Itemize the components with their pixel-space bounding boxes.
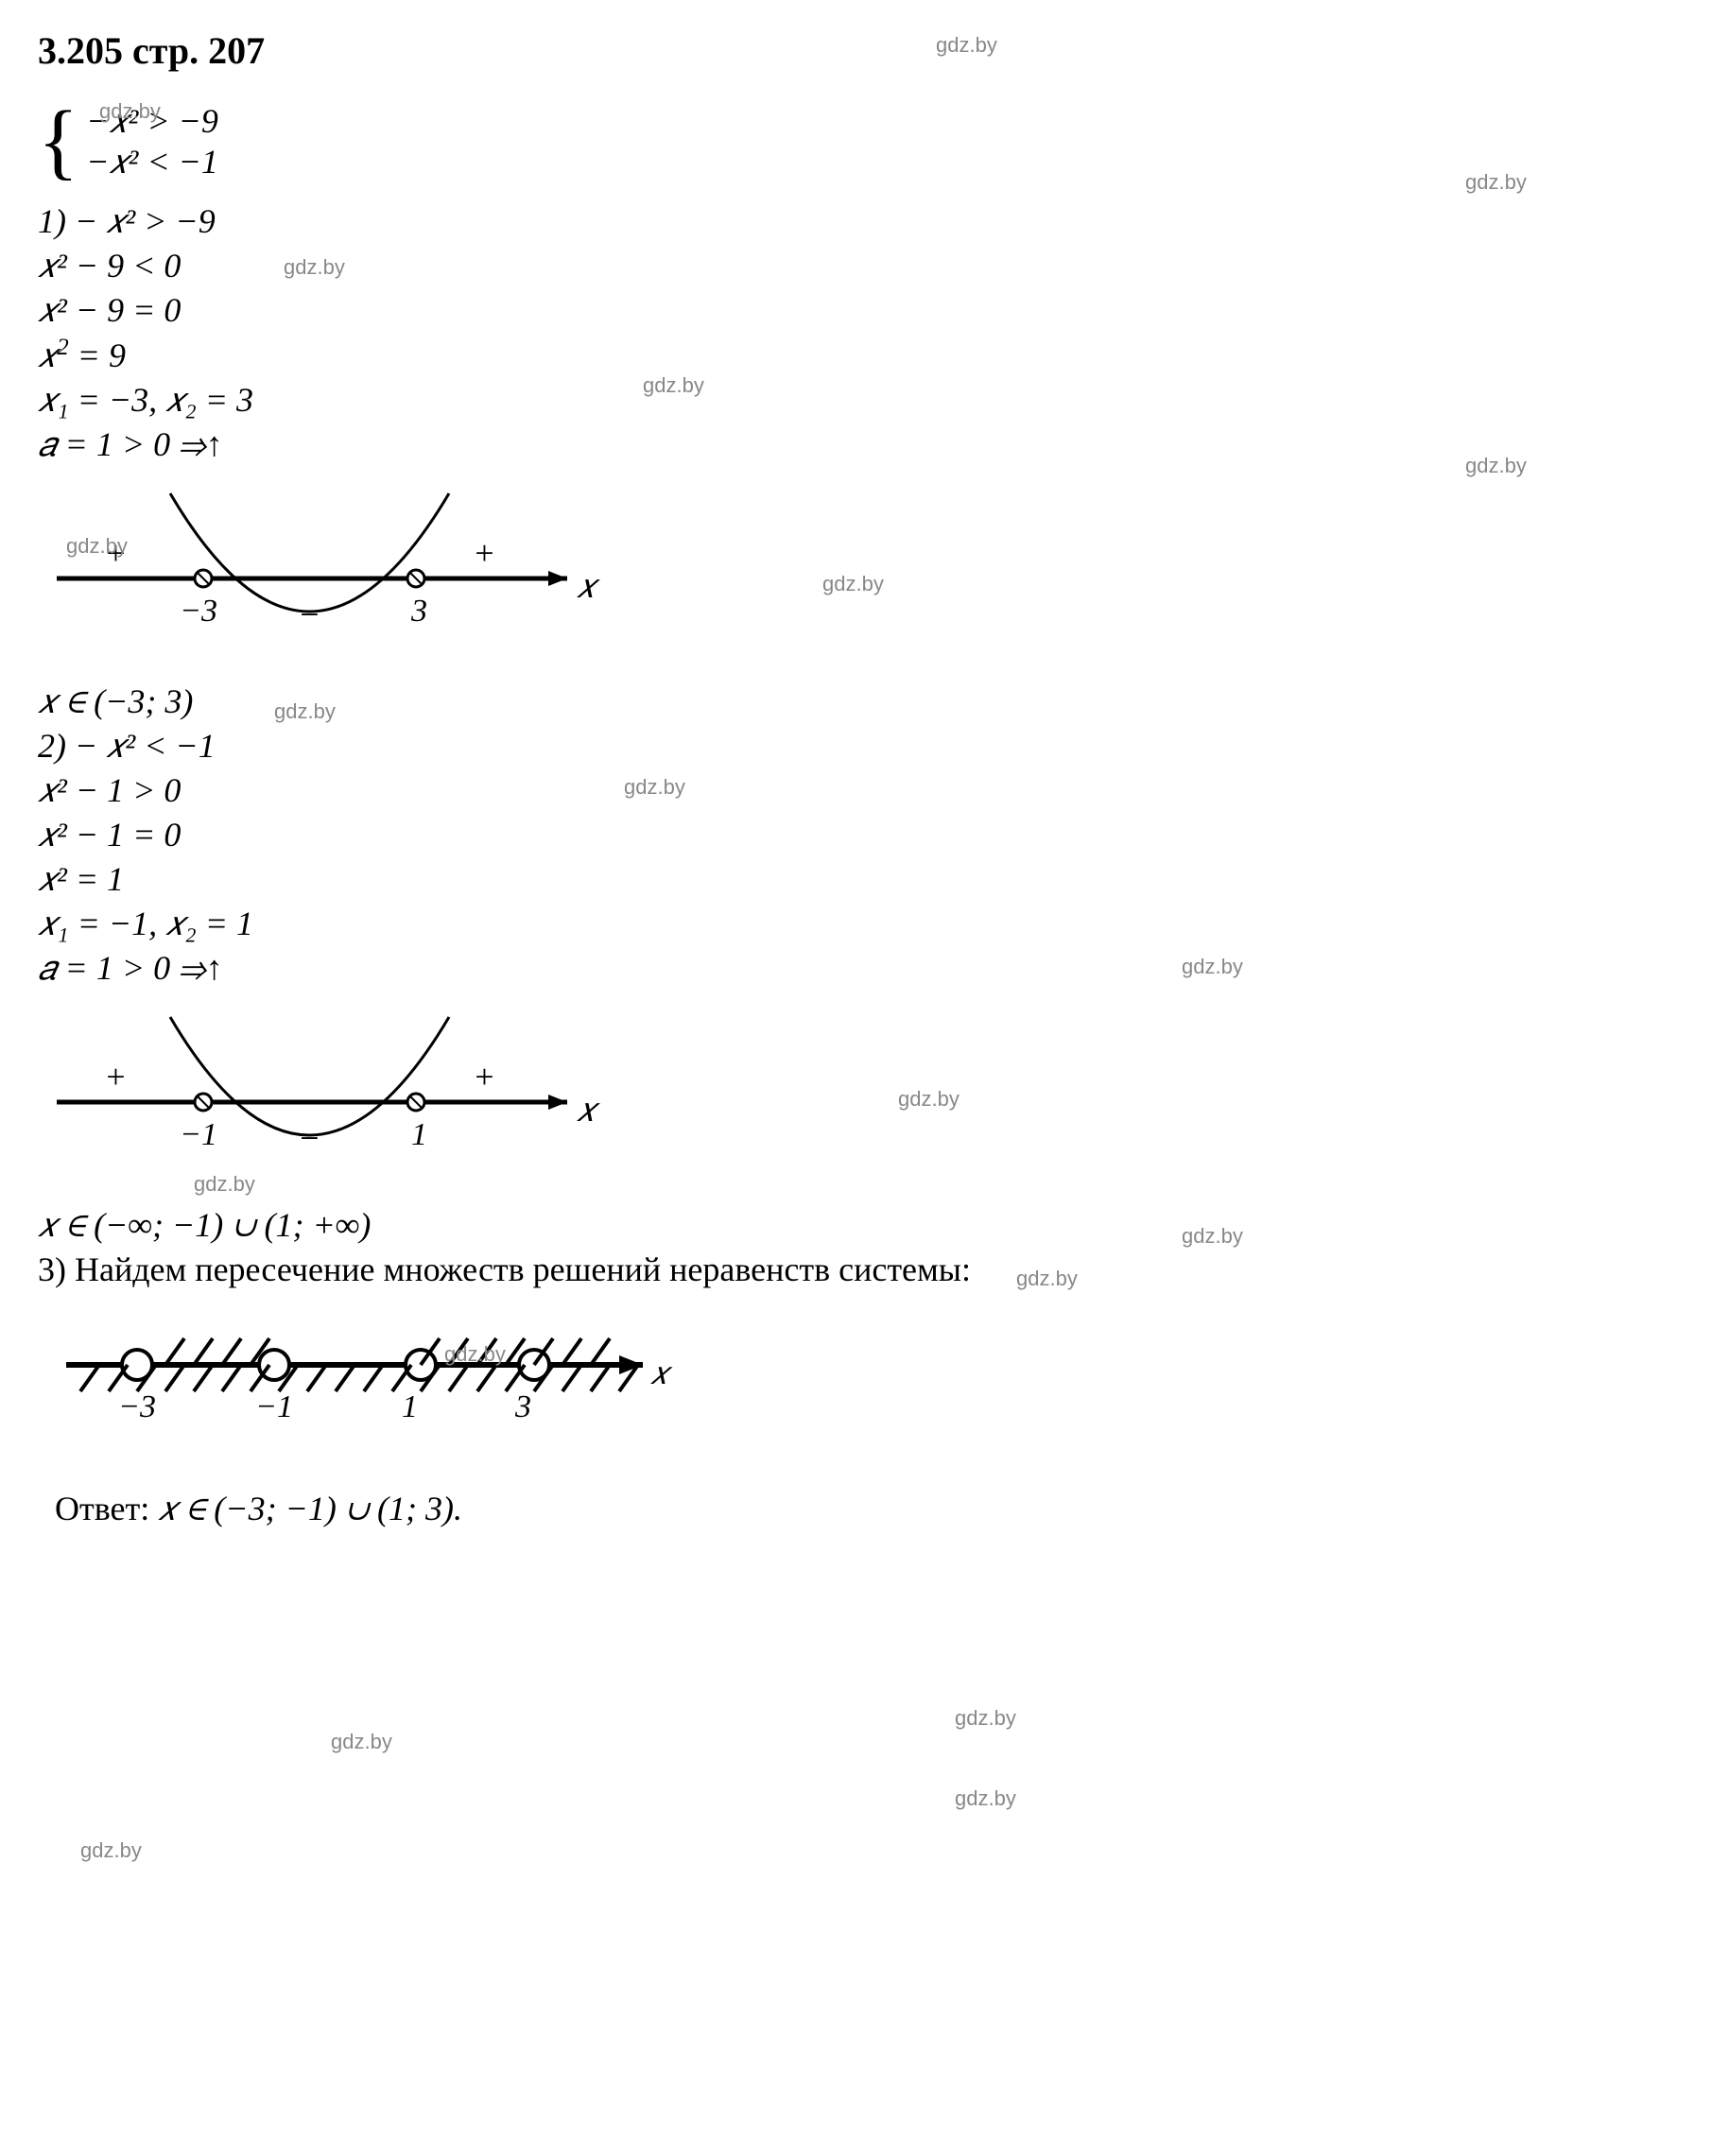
- parabola-diagram-2: + − + −1 1 𝑥: [38, 998, 1674, 1196]
- part1-line1: 1) − 𝑥² > −9: [38, 201, 1674, 242]
- watermark: gdz.by: [955, 1786, 1016, 1811]
- svg-text:−1: −1: [180, 1117, 217, 1152]
- svg-text:+: +: [104, 1058, 127, 1095]
- svg-text:+: +: [473, 534, 495, 572]
- inequality-system: { −𝑥² > −9 −𝑥² < −1: [38, 101, 1674, 182]
- part3-line1: 3) Найдем пересечение множеств решений н…: [38, 1250, 1674, 1289]
- svg-text:3: 3: [514, 1389, 531, 1424]
- part1-line2: 𝑥² − 9 < 0: [38, 246, 1674, 286]
- part1-line5: 𝑥₁ = −3, 𝑥₂ = 3: [38, 380, 1674, 421]
- system-eq-2: −𝑥² < −1: [86, 142, 218, 182]
- svg-text:+: +: [104, 534, 127, 572]
- part2-result: 𝑥 ∈ (−∞; −1) ∪ (1; +∞): [38, 1205, 1674, 1246]
- svg-text:𝑥: 𝑥: [650, 1356, 673, 1391]
- system-content: −𝑥² > −9 −𝑥² < −1: [86, 101, 218, 182]
- page-title: 3.205 стр. 207: [38, 28, 1674, 73]
- part1-line6: 𝑎 = 1 > 0 ⇒↑: [38, 424, 1674, 465]
- watermark: gdz.by: [331, 1730, 392, 1754]
- part2-line4: 𝑥² = 1: [38, 859, 1674, 900]
- svg-text:𝑥: 𝑥: [577, 1091, 600, 1129]
- part2-line6: 𝑎 = 1 > 0 ⇒↑: [38, 948, 1674, 989]
- part2-line2: 𝑥² − 1 > 0: [38, 770, 1674, 811]
- answer-value: 𝑥 ∈ (−3; −1) ∪ (1; 3).: [158, 1490, 462, 1527]
- svg-text:−1: −1: [255, 1389, 293, 1424]
- watermark: gdz.by: [955, 1706, 1016, 1731]
- svg-text:−3: −3: [180, 594, 217, 629]
- number-line-diagram: −3 −1 1 3 𝑥: [38, 1308, 1674, 1440]
- svg-text:1: 1: [402, 1389, 418, 1424]
- answer-line: Ответ: 𝑥 ∈ (−3; −1) ∪ (1; 3).: [38, 1449, 1674, 1529]
- svg-text:3: 3: [410, 594, 427, 629]
- part2-line5: 𝑥₁ = −1, 𝑥₂ = 1: [38, 904, 1674, 944]
- watermark: gdz.by: [80, 1838, 142, 1863]
- svg-text:−: −: [298, 1119, 320, 1157]
- system-eq-1: −𝑥² > −9: [86, 101, 218, 142]
- part1-line3: 𝑥² − 9 = 0: [38, 290, 1674, 331]
- svg-text:𝑥: 𝑥: [577, 567, 600, 605]
- parabola-diagram-1: + − + −3 3 𝑥: [38, 474, 1674, 672]
- left-brace-icon: {: [38, 104, 78, 180]
- part1-line4: 𝑥2 = 9: [38, 335, 1674, 376]
- part1-result: 𝑥 ∈ (−3; 3): [38, 681, 1674, 722]
- part2-line1: 2) − 𝑥² < −1: [38, 726, 1674, 767]
- svg-text:1: 1: [411, 1117, 427, 1152]
- svg-text:−3: −3: [118, 1389, 156, 1424]
- part2-line3: 𝑥² − 1 = 0: [38, 815, 1674, 855]
- answer-label: Ответ:: [55, 1490, 158, 1527]
- svg-text:+: +: [473, 1058, 495, 1095]
- svg-text:−: −: [298, 595, 320, 633]
